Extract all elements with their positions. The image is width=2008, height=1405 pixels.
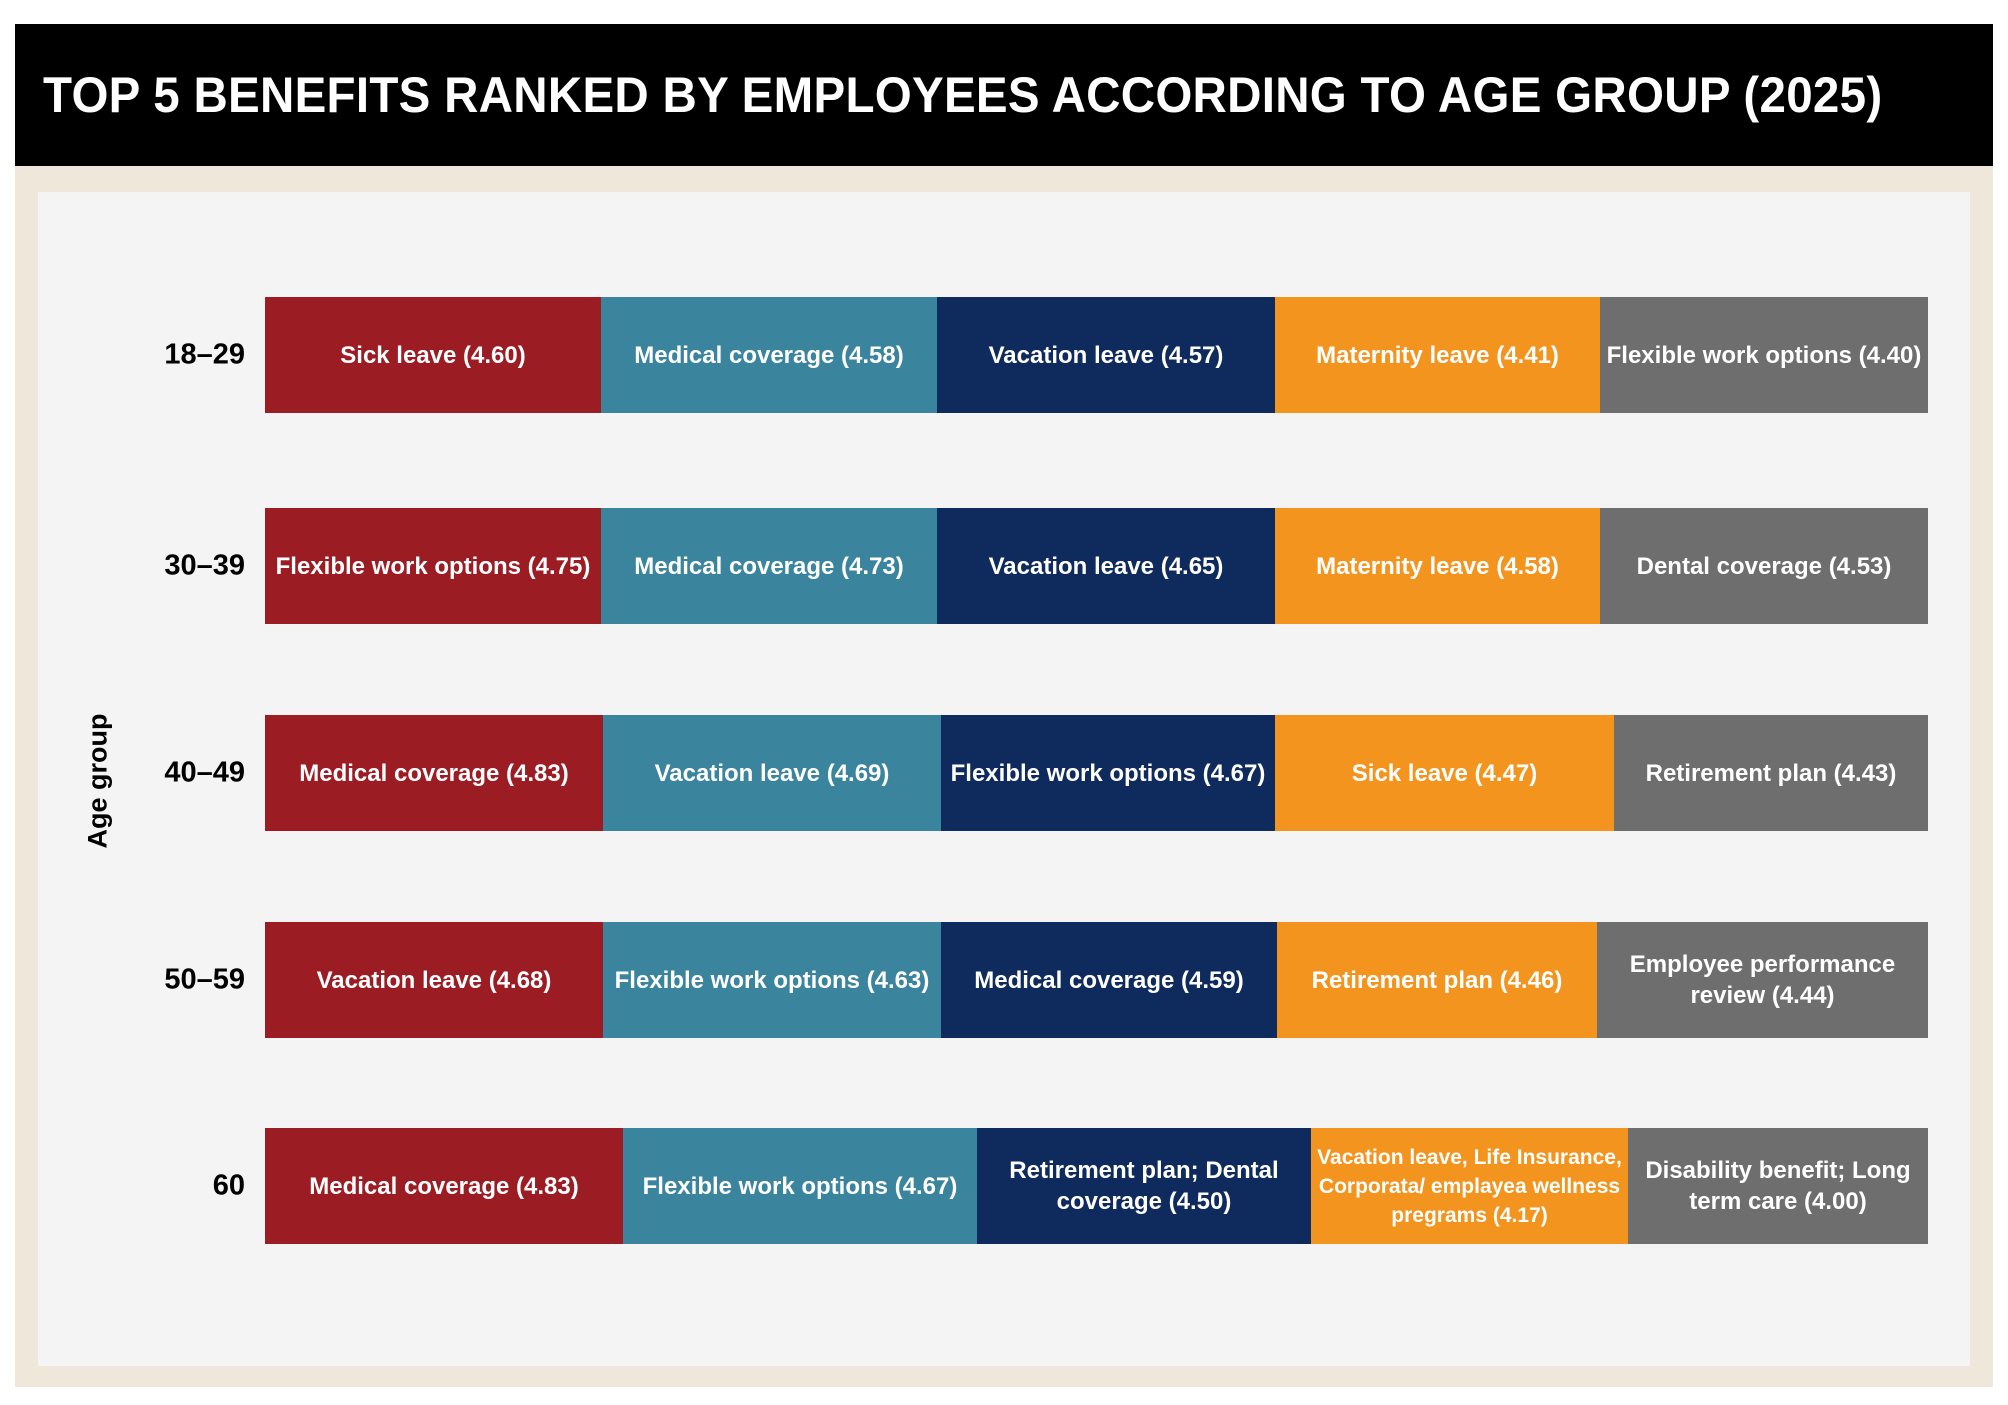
benefit-bar-segment-rank-5: Employee performance review (4.44) xyxy=(1597,922,1928,1038)
age-group-label-40-49: 40–49 xyxy=(164,756,245,789)
chart-title: TOP 5 BENEFITS RANKED BY EMPLOYEES ACCOR… xyxy=(43,67,1883,123)
benefit-bar-segment-rank-1: Sick leave (4.60) xyxy=(265,297,601,413)
benefit-bar-segment-rank-5: Flexible work options (4.40) xyxy=(1600,297,1928,413)
benefit-bar-segment-rank-4: Vacation leave, Life Insurance, Corporat… xyxy=(1311,1128,1628,1244)
y-axis-title-text: Age group xyxy=(82,713,113,849)
benefit-bar-segment-rank-4: Sick leave (4.47) xyxy=(1275,715,1614,831)
benefit-bar-segment-rank-1: Medical coverage (4.83) xyxy=(265,1128,623,1244)
age-group-label-50-59: 50–59 xyxy=(164,963,245,996)
benefit-bar-segment-rank-2: Medical coverage (4.73) xyxy=(601,508,937,624)
age-group-label-30-39: 30–39 xyxy=(164,549,245,582)
benefit-bar-segment-rank-4: Maternity leave (4.58) xyxy=(1275,508,1600,624)
benefit-bar-segment-rank-3: Flexible work options (4.67) xyxy=(941,715,1275,831)
benefit-bar-segment-rank-5: Retirement plan (4.43) xyxy=(1614,715,1928,831)
benefit-bar-segment-rank-2: Flexible work options (4.63) xyxy=(603,922,941,1038)
age-group-label-60: 60 xyxy=(212,1169,245,1202)
benefit-bar-segment-rank-2: Medical coverage (4.58) xyxy=(601,297,937,413)
benefit-bar-segment-rank-4: Maternity leave (4.41) xyxy=(1275,297,1600,413)
benefit-bar-segment-rank-3: Retirement plan; Dental coverage (4.50) xyxy=(977,1128,1311,1244)
benefit-bar-segment-rank-5: Disability benefit; Long term care (4.00… xyxy=(1628,1128,1928,1244)
benefit-bar-segment-rank-3: Medical coverage (4.59) xyxy=(941,922,1277,1038)
benefit-bar-segment-rank-2: Vacation leave (4.69) xyxy=(603,715,941,831)
benefit-bar-segment-rank-1: Flexible work options (4.75) xyxy=(265,508,601,624)
age-group-label-18-29: 18–29 xyxy=(164,338,245,371)
benefit-bar-segment-rank-5: Dental coverage (4.53) xyxy=(1600,508,1928,624)
benefit-bar-segment-rank-1: Medical coverage (4.83) xyxy=(265,715,603,831)
benefit-bar-segment-rank-3: Vacation leave (4.57) xyxy=(937,297,1275,413)
title-bar: TOP 5 BENEFITS RANKED BY EMPLOYEES ACCOR… xyxy=(15,24,1993,166)
benefit-bar-segment-rank-3: Vacation leave (4.65) xyxy=(937,508,1275,624)
benefit-bar-segment-rank-1: Vacation leave (4.68) xyxy=(265,922,603,1038)
benefit-bar-segment-rank-4: Retirement plan (4.46) xyxy=(1277,922,1597,1038)
benefit-bar-segment-rank-2: Flexible work options (4.67) xyxy=(623,1128,977,1244)
